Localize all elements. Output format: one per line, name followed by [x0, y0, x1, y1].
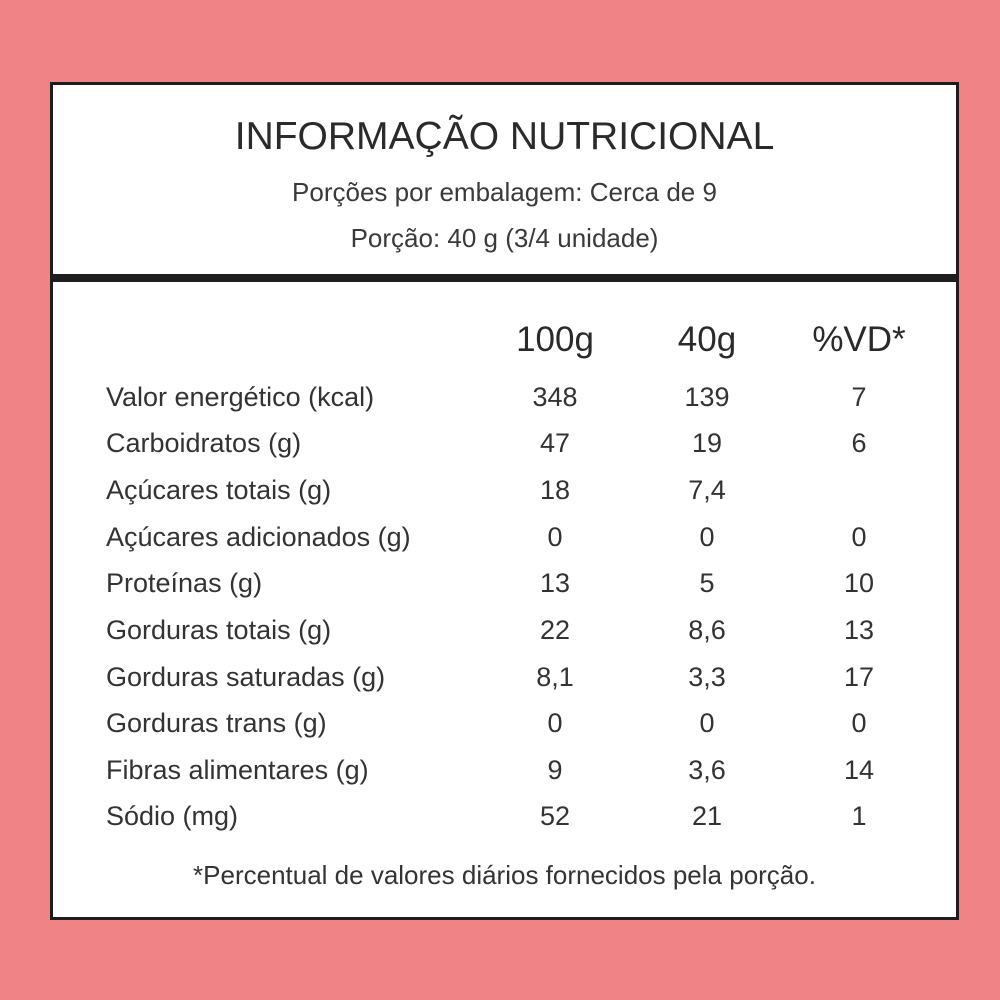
value-per-100g: 0	[547, 522, 563, 552]
value-per-100g: 18	[539, 475, 571, 505]
table-row: Açúcares totais (g) 18 7,4	[53, 475, 956, 521]
value-per-100g: 13	[539, 568, 571, 598]
value-per-100g: 9	[547, 755, 563, 785]
nutrition-facts-label: INFORMAÇÃO NUTRICIONAL Porções por embal…	[50, 82, 959, 920]
value-daily-percent: 14	[843, 755, 875, 785]
value-per-serving: 139	[684, 382, 730, 412]
nutrient-label: Sódio (mg)	[106, 801, 239, 831]
value-per-serving: 0	[699, 522, 715, 552]
label-title: INFORMAÇÃO NUTRICIONAL	[234, 115, 775, 158]
nutrient-label: Valor energético (kcal)	[106, 382, 375, 412]
nutrient-label: Gorduras saturadas (g)	[106, 662, 386, 692]
header-divider	[53, 274, 956, 282]
serving-size: Porção: 40 g (3/4 unidade)	[350, 223, 659, 253]
value-per-serving: 7,4	[688, 475, 726, 505]
column-header-100g: 100g	[516, 320, 594, 359]
value-per-serving: 21	[691, 801, 723, 831]
nutrient-label: Gorduras trans (g)	[106, 708, 327, 738]
nutrient-label: Açúcares adicionados (g)	[106, 522, 411, 552]
table-row: Açúcares adicionados (g) 0 0 0	[53, 522, 956, 568]
value-daily-percent: 0	[851, 522, 867, 552]
value-per-100g: 348	[532, 382, 578, 412]
nutrient-label: Carboidratos (g)	[106, 428, 302, 458]
table-row: Fibras alimentares (g) 9 3,6 14	[53, 755, 956, 801]
value-daily-percent: 13	[843, 615, 875, 645]
nutrient-label: Fibras alimentares (g)	[106, 755, 369, 785]
value-per-serving: 3,3	[688, 662, 726, 692]
table-row: Gorduras saturadas (g) 8,1 3,3 17	[53, 662, 956, 708]
value-daily-percent: 10	[843, 568, 875, 598]
value-daily-percent: 7	[851, 382, 867, 412]
label-header: INFORMAÇÃO NUTRICIONAL Porções por embal…	[53, 85, 956, 275]
value-per-serving: 8,6	[688, 615, 726, 645]
value-per-serving: 0	[699, 708, 715, 738]
servings-per-package: Porções por embalagem: Cerca de 9	[292, 177, 717, 207]
value-per-100g: 8,1	[536, 662, 574, 692]
daily-value-footnote: *Percentual de valores diários fornecido…	[193, 860, 816, 890]
value-daily-percent: 6	[851, 428, 867, 458]
table-row: Sódio (mg) 52 21 1	[53, 801, 956, 847]
table-row: Gorduras trans (g) 0 0 0	[53, 708, 956, 754]
value-per-serving: 3,6	[688, 755, 726, 785]
value-per-serving: 19	[691, 428, 723, 458]
table-row: Gorduras totais (g) 22 8,6 13	[53, 615, 956, 661]
value-per-100g: 22	[539, 615, 571, 645]
table-row: Proteínas (g) 13 5 10	[53, 568, 956, 614]
value-per-100g: 52	[539, 801, 571, 831]
value-daily-percent: 1	[851, 801, 867, 831]
table-row: Carboidratos (g) 47 19 6	[53, 428, 956, 474]
value-per-100g: 0	[547, 708, 563, 738]
value-per-100g: 47	[539, 428, 571, 458]
value-per-serving: 5	[699, 568, 715, 598]
nutrient-label: Gorduras totais (g)	[106, 615, 332, 645]
value-daily-percent: 0	[851, 708, 867, 738]
nutrient-label: Proteínas (g)	[106, 568, 263, 598]
value-daily-percent: 17	[843, 662, 875, 692]
column-header-serving: 40g	[677, 320, 737, 359]
nutrient-label: Açúcares totais (g)	[106, 475, 332, 505]
table-row: Valor energético (kcal) 348 139 7	[53, 382, 956, 428]
column-header-daily-value: %VD*	[812, 320, 906, 359]
